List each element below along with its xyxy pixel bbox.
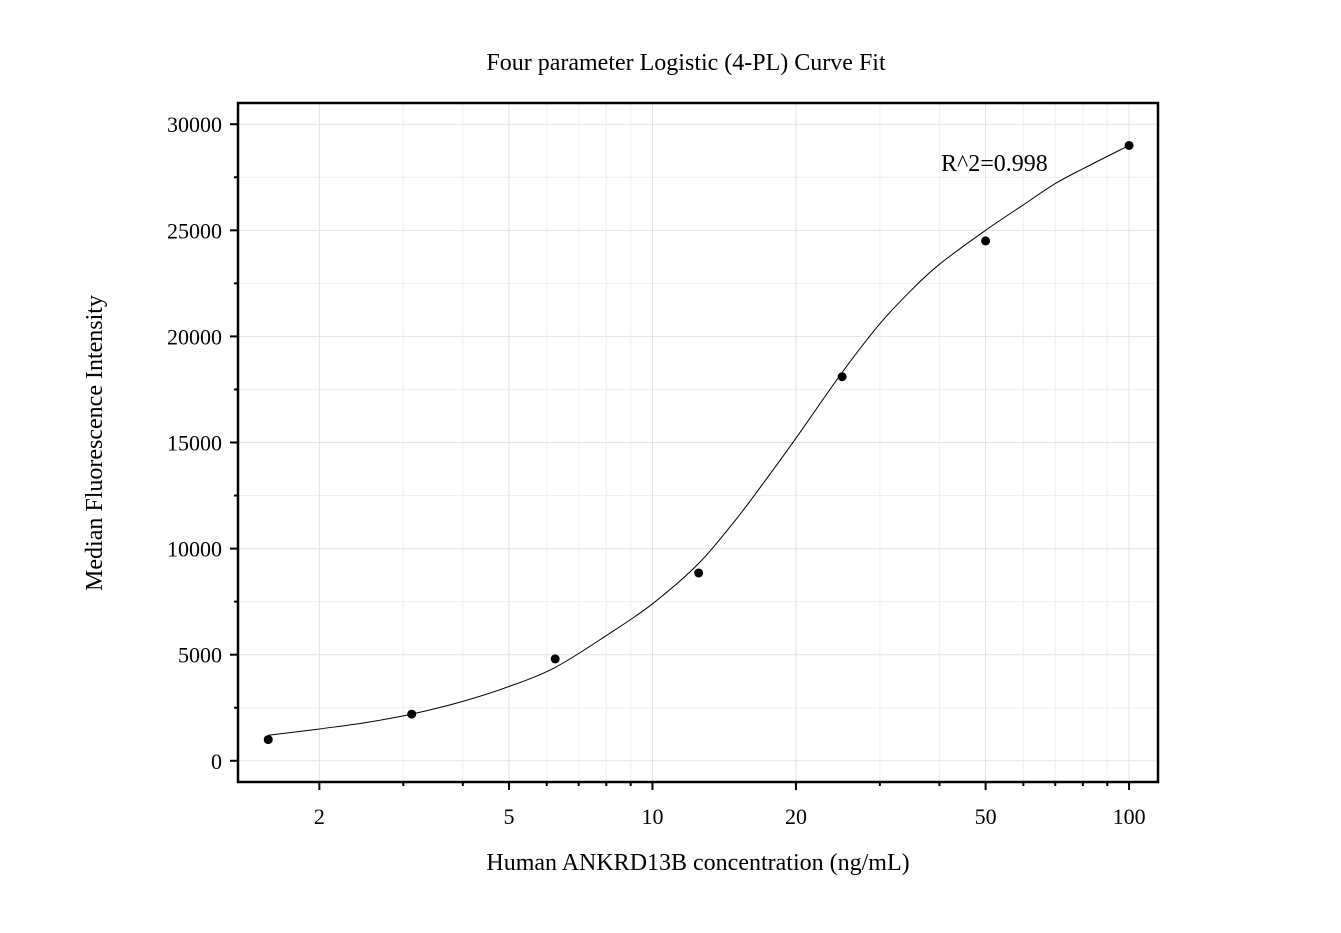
data-point — [1124, 140, 1134, 150]
data-point — [550, 654, 560, 664]
y-tick-label: 5000 — [178, 643, 222, 668]
data-point — [694, 568, 704, 578]
chart-title: Four parameter Logistic (4-PL) Curve Fit — [486, 50, 886, 76]
data-point — [837, 372, 847, 382]
data-point — [263, 735, 273, 745]
x-tick-label: 100 — [1113, 804, 1146, 829]
y-tick-label: 20000 — [167, 324, 222, 349]
data-point — [407, 709, 417, 719]
y-tick-label: 10000 — [167, 537, 222, 562]
y-ticks: 0 5000 10000 15000 20000 25000 30000 — [167, 112, 238, 774]
x-tick-label: 5 — [504, 804, 515, 829]
y-tick-label: 0 — [211, 749, 222, 774]
x-tick-label: 50 — [975, 804, 997, 829]
grid — [238, 103, 1158, 782]
r-squared-annotation: R^2=0.998 — [941, 151, 1048, 177]
x-axis-label: Human ANKRD13B concentration (ng/mL) — [486, 850, 909, 876]
y-tick-label: 30000 — [167, 112, 222, 137]
x-tick-label: 10 — [641, 804, 663, 829]
x-ticks: 2 5 10 20 50 100 — [314, 782, 1146, 829]
data-points — [263, 140, 1134, 745]
y-tick-label: 25000 — [167, 218, 222, 243]
fit-curve — [268, 144, 1130, 736]
x-tick-label: 20 — [785, 804, 807, 829]
x-tick-label: 2 — [314, 804, 325, 829]
y-axis-label: Median Fluorescence Intensity — [82, 295, 108, 591]
plot-frame — [236, 101, 1160, 784]
data-point — [981, 236, 991, 246]
y-tick-label: 15000 — [167, 431, 222, 456]
